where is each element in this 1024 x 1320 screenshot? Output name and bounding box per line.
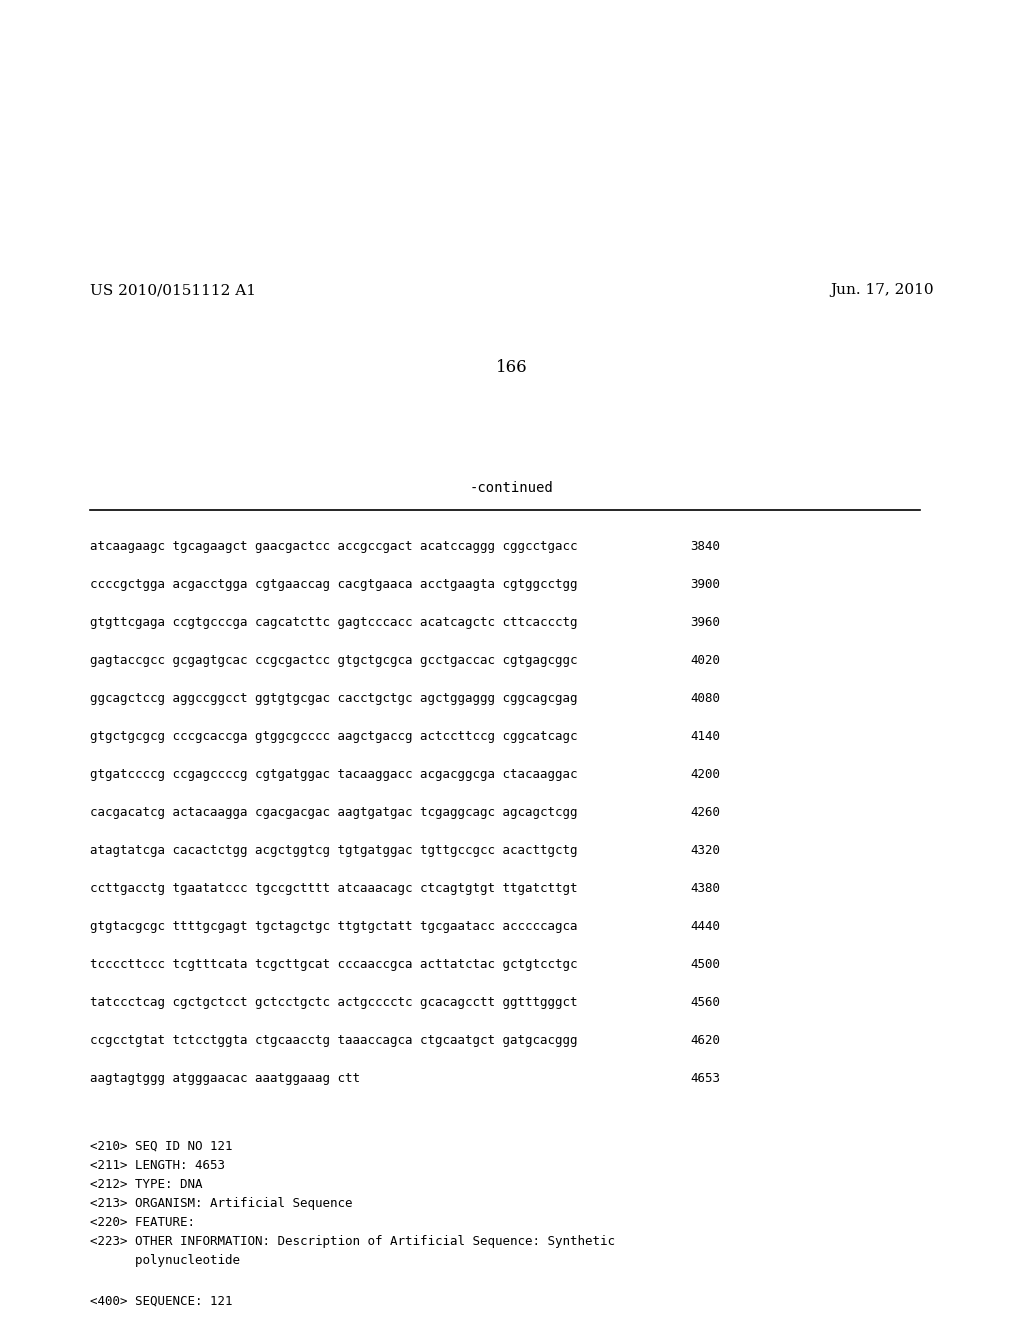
Text: ccttgacctg tgaatatccc tgccgctttt atcaaacagc ctcagtgtgt ttgatcttgt: ccttgacctg tgaatatccc tgccgctttt atcaaac…	[90, 882, 578, 895]
Text: <400> SEQUENCE: 121: <400> SEQUENCE: 121	[90, 1295, 232, 1308]
Text: tccccttccc tcgtttcata tcgcttgcat cccaaccgca acttatctac gctgtcctgc: tccccttccc tcgtttcata tcgcttgcat cccaacc…	[90, 958, 578, 972]
Text: ggcagctccg aggccggcct ggtgtgcgac cacctgctgc agctggaggg cggcagcgag: ggcagctccg aggccggcct ggtgtgcgac cacctgc…	[90, 692, 578, 705]
Text: 4560: 4560	[690, 997, 720, 1008]
Text: 4380: 4380	[690, 882, 720, 895]
Text: ccccgctgga acgacctgga cgtgaaccag cacgtgaaca acctgaagta cgtggcctgg: ccccgctgga acgacctgga cgtgaaccag cacgtga…	[90, 578, 578, 591]
Text: <212> TYPE: DNA: <212> TYPE: DNA	[90, 1177, 203, 1191]
Text: 4500: 4500	[690, 958, 720, 972]
Text: cacgacatcg actacaagga cgacgacgac aagtgatgac tcgaggcagc agcagctcgg: cacgacatcg actacaagga cgacgacgac aagtgat…	[90, 807, 578, 818]
Text: 4440: 4440	[690, 920, 720, 933]
Text: 4080: 4080	[690, 692, 720, 705]
Text: gagtaccgcc gcgagtgcac ccgcgactcc gtgctgcgca gcctgaccac cgtgagcggc: gagtaccgcc gcgagtgcac ccgcgactcc gtgctgc…	[90, 653, 578, 667]
Text: ccgcctgtat tctcctggta ctgcaacctg taaaccagca ctgcaatgct gatgcacggg: ccgcctgtat tctcctggta ctgcaacctg taaacca…	[90, 1034, 578, 1047]
Text: 3840: 3840	[690, 540, 720, 553]
Text: polynucleotide: polynucleotide	[90, 1254, 240, 1267]
Text: 4320: 4320	[690, 843, 720, 857]
Text: gtgtacgcgc ttttgcgagt tgctagctgc ttgtgctatt tgcgaatacc acccccagca: gtgtacgcgc ttttgcgagt tgctagctgc ttgtgct…	[90, 920, 578, 933]
Text: <223> OTHER INFORMATION: Description of Artificial Sequence: Synthetic: <223> OTHER INFORMATION: Description of …	[90, 1236, 615, 1247]
Text: <210> SEQ ID NO 121: <210> SEQ ID NO 121	[90, 1140, 232, 1152]
Text: 3960: 3960	[690, 616, 720, 630]
Text: atcaagaagc tgcagaagct gaacgactcc accgccgact acatccaggg cggcctgacc: atcaagaagc tgcagaagct gaacgactcc accgccg…	[90, 540, 578, 553]
Text: 4620: 4620	[690, 1034, 720, 1047]
Text: atagtatcga cacactctgg acgctggtcg tgtgatggac tgttgccgcc acacttgctg: atagtatcga cacactctgg acgctggtcg tgtgatg…	[90, 843, 578, 857]
Text: 4653: 4653	[690, 1072, 720, 1085]
Text: 4140: 4140	[690, 730, 720, 743]
Text: gtgttcgaga ccgtgcccga cagcatcttc gagtcccacc acatcagctc cttcaccctg: gtgttcgaga ccgtgcccga cagcatcttc gagtccc…	[90, 616, 578, 630]
Text: 166: 166	[497, 359, 527, 376]
Text: 4200: 4200	[690, 768, 720, 781]
Text: gtgctgcgcg cccgcaccga gtggcgcccc aagctgaccg actccttccg cggcatcagc: gtgctgcgcg cccgcaccga gtggcgcccc aagctga…	[90, 730, 578, 743]
Text: 4020: 4020	[690, 653, 720, 667]
Text: US 2010/0151112 A1: US 2010/0151112 A1	[90, 282, 256, 297]
Text: tatccctcag cgctgctcct gctcctgctc actgcccctc gcacagcctt ggtttgggct: tatccctcag cgctgctcct gctcctgctc actgccc…	[90, 997, 578, 1008]
Text: -continued: -continued	[470, 480, 554, 495]
Text: <211> LENGTH: 4653: <211> LENGTH: 4653	[90, 1159, 225, 1172]
Text: gtgatccccg ccgagccccg cgtgatggac tacaaggacc acgacggcga ctacaaggac: gtgatccccg ccgagccccg cgtgatggac tacaagg…	[90, 768, 578, 781]
Text: Jun. 17, 2010: Jun. 17, 2010	[830, 282, 934, 297]
Text: <220> FEATURE:: <220> FEATURE:	[90, 1216, 195, 1229]
Text: aagtagtggg atgggaacac aaatggaaag ctt: aagtagtggg atgggaacac aaatggaaag ctt	[90, 1072, 360, 1085]
Text: <213> ORGANISM: Artificial Sequence: <213> ORGANISM: Artificial Sequence	[90, 1197, 352, 1210]
Text: 4260: 4260	[690, 807, 720, 818]
Text: 3900: 3900	[690, 578, 720, 591]
